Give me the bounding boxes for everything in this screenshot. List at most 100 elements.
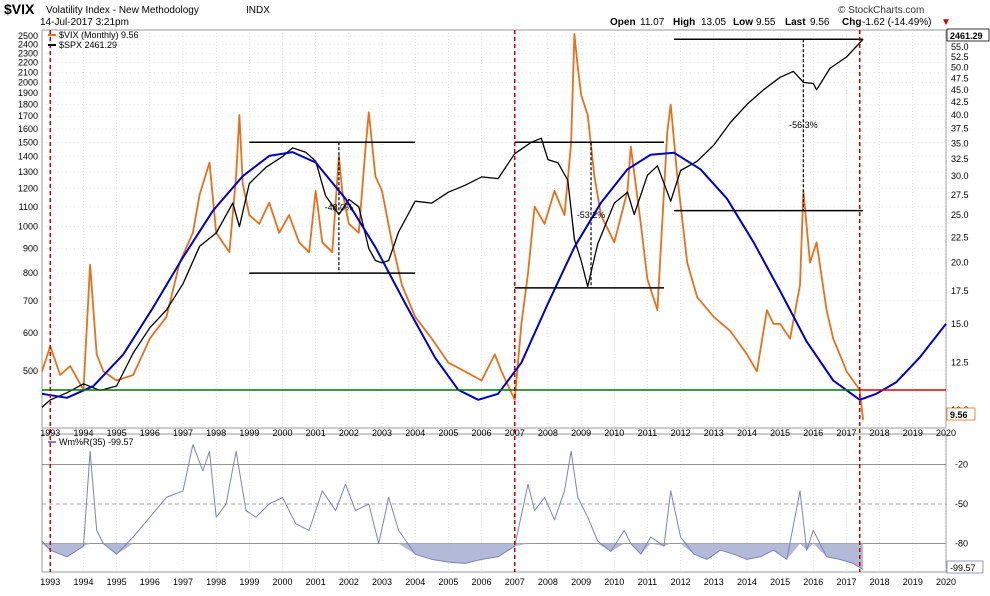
x-tick-label: 2015 <box>770 428 790 438</box>
wmr-x-tick-label: 2014 <box>737 577 757 587</box>
badge-wmr-box <box>946 560 984 574</box>
left-tick-label: 1000 <box>18 222 38 232</box>
left-tick-label: 600 <box>23 328 38 338</box>
right-tick-label: 50.0 <box>951 62 969 72</box>
wmr-x-tick-label: 1996 <box>140 577 160 587</box>
badge-vix: 9.56 <box>950 410 968 420</box>
x-tick-label: 2012 <box>671 428 691 438</box>
left-tick-label: 2200 <box>18 58 38 68</box>
low-value: 9.55 <box>756 17 776 28</box>
left-tick-label: 800 <box>23 268 38 278</box>
main-legend: $VIX (Monthly) 9.56 $SPX 2461.29 <box>48 30 139 50</box>
drawdown-label-2: -53.2% <box>577 210 606 220</box>
left-tick-label: 1200 <box>18 184 38 194</box>
low-label: Low <box>733 17 753 28</box>
x-tick-label: 2010 <box>604 428 624 438</box>
x-tick-label: 2001 <box>306 428 326 438</box>
x-tick-label: 1993 <box>40 428 60 438</box>
chg-value: -1.62 (-14.49%) <box>862 17 931 28</box>
left-tick-label: 1100 <box>19 202 38 212</box>
wmr-x-tick-label: 2013 <box>704 577 724 587</box>
wmr-x-tick-label: 2009 <box>571 577 591 587</box>
right-tick-label: 15.0 <box>951 319 969 329</box>
right-tick-label: 12.5 <box>951 358 969 368</box>
wmr-x-tick-label: 1998 <box>206 577 226 587</box>
left-tick-label: 2000 <box>18 77 38 87</box>
right-tick-label: 35.0 <box>951 138 969 148</box>
wmr-oversold-fill <box>42 543 864 570</box>
wmr-x-tick-label: 2006 <box>472 577 492 587</box>
x-tick-label: 2019 <box>903 428 923 438</box>
legend-vix: $VIX (Monthly) 9.56 <box>59 30 139 40</box>
x-tick-label: 2011 <box>638 428 657 438</box>
right-tick-label: 55.0 <box>951 42 969 52</box>
badge-spx-box <box>946 28 990 42</box>
right-tick-label: 32.5 <box>951 154 969 164</box>
wmr-tick-label: -80 <box>955 539 968 549</box>
left-tick-label: 900 <box>23 244 38 254</box>
right-tick-label: 45.0 <box>951 85 969 95</box>
wmr-x-tick-label: 2018 <box>870 577 890 587</box>
wmr-layer <box>41 444 946 570</box>
right-tick-label: 25.0 <box>951 210 969 220</box>
right-tick-label: 47.5 <box>951 73 969 83</box>
main-panel-frame <box>41 29 947 429</box>
legend-wmr: Wm%R(35) -99.57 <box>59 437 134 447</box>
right-tick-label: 42.5 <box>951 97 969 107</box>
overlay-layer: -48.0% -53.2% -56.3% <box>42 30 946 572</box>
last-label: Last <box>785 17 806 28</box>
left-tick-label: 2100 <box>18 67 38 77</box>
wmr-x-tick-label: 2020 <box>936 577 956 587</box>
wmr-legend: Wm%R(35) -99.57 <box>48 437 134 447</box>
badge-vix-box <box>946 407 976 421</box>
chg-label: Chg <box>842 17 861 28</box>
x-tick-label: 2020 <box>936 428 956 438</box>
right-tick-label: 40.0 <box>951 110 969 120</box>
left-tick-label: 1400 <box>18 152 38 162</box>
wmr-x-tick-label: 2001 <box>306 577 326 587</box>
x-tick-label: 2002 <box>339 428 359 438</box>
x-tick-label: 2014 <box>737 428 757 438</box>
open-label: Open <box>610 17 636 28</box>
spx-series-line <box>41 38 864 408</box>
left-tick-label: 500 <box>23 366 38 376</box>
x-tick-label: 2007 <box>505 428 525 438</box>
series-layer <box>41 33 947 420</box>
badge-spx: 2461.29 <box>950 31 983 41</box>
wmr-series-line <box>41 444 864 570</box>
open-value: 11.07 <box>640 17 665 28</box>
x-tick-label: 2009 <box>571 428 591 438</box>
left-tick-label: 1800 <box>18 99 38 109</box>
wmr-x-tick-label: 2005 <box>438 577 458 587</box>
wmr-x-tick-label: 2017 <box>836 577 856 587</box>
wmr-x-tick-label: 2008 <box>538 577 558 587</box>
high-value: 13.05 <box>701 17 726 28</box>
wmr-x-tick-label: 2015 <box>770 577 790 587</box>
wmr-x-tick-label: 2010 <box>604 577 624 587</box>
right-tick-label: 17.5 <box>951 286 969 296</box>
right-tick-label: 37.5 <box>951 124 969 134</box>
wmr-x-tick-label: 2002 <box>339 577 359 587</box>
x-tick-label: 2013 <box>704 428 724 438</box>
wmr-tick-label: -20 <box>955 459 968 469</box>
left-tick-label: 2300 <box>18 48 38 58</box>
x-tick-label: 2000 <box>272 428 292 438</box>
chart-symbol: $VIX <box>4 1 35 17</box>
cycle-curve <box>41 151 947 401</box>
wmr-x-tick-label: 2003 <box>372 577 392 587</box>
brand-watermark: © StockCharts.com <box>838 5 924 16</box>
drawdown-label-3: -56.3% <box>789 120 818 130</box>
wmr-tick-label: -50 <box>955 499 968 509</box>
grid-layer <box>42 30 947 572</box>
badge-wmr: -99.57 <box>950 563 976 573</box>
wmr-x-tick-label: 2004 <box>405 577 425 587</box>
x-tick-label: 1994 <box>73 428 93 438</box>
wmr-x-tick-label: 1995 <box>107 577 127 587</box>
x-tick-label: 1995 <box>107 428 127 438</box>
x-tick-label: 1998 <box>206 428 226 438</box>
x-tick-label: 2006 <box>472 428 492 438</box>
left-tick-label: 1500 <box>18 137 38 147</box>
x-tick-label: 2017 <box>836 428 856 438</box>
wmr-x-tick-label: 2016 <box>803 577 823 587</box>
